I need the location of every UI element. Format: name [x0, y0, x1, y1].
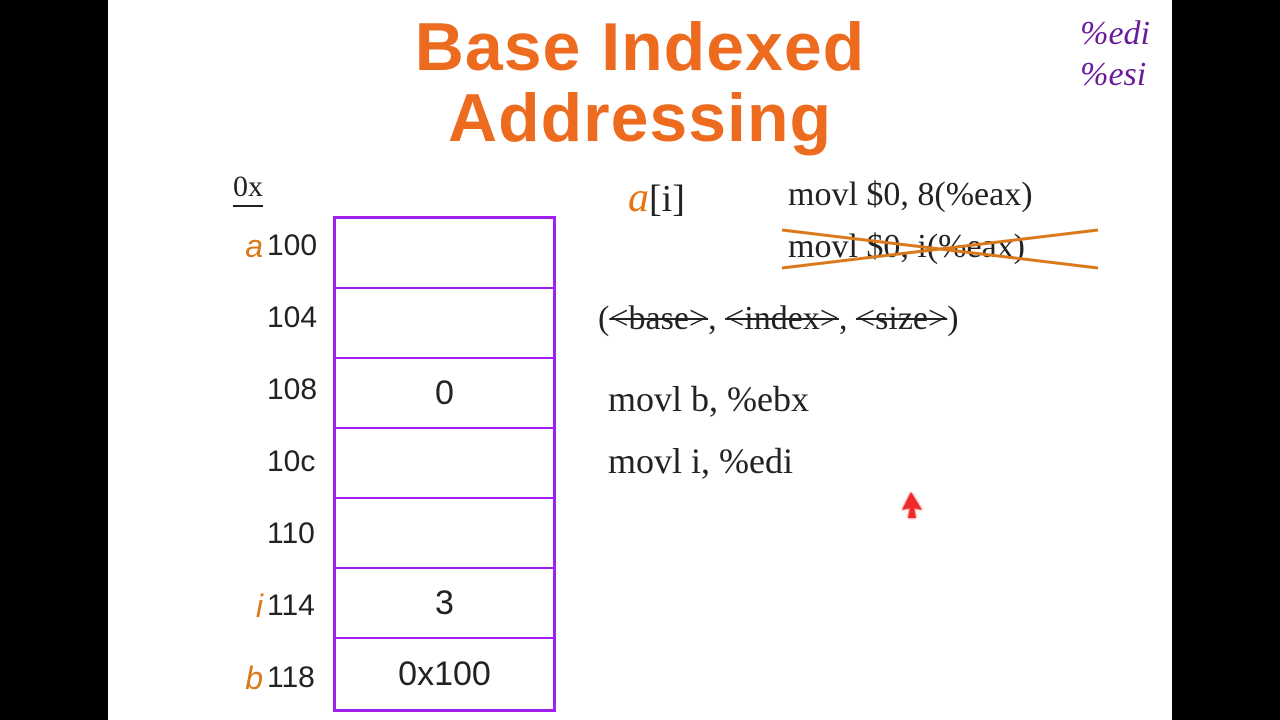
sep2: , [839, 300, 856, 337]
addr-val-10c: 10c [267, 445, 327, 479]
top-right-registers: %edi %esi [1080, 14, 1150, 96]
title-line-2: Addressing [415, 83, 865, 154]
array-bracket: [i] [649, 178, 685, 220]
addr-label-a: a [228, 228, 263, 265]
addr-val-100: 100 [267, 229, 327, 263]
mem-cell-3 [336, 429, 553, 499]
addr-row-5: i 114 [228, 570, 327, 642]
size-placeholder: <size> [856, 300, 947, 337]
mem-cell-1 [336, 289, 553, 359]
addr-val-114: 114 [267, 589, 327, 623]
addr-row-1: 104 [228, 282, 327, 354]
addr-val-110: 110 [267, 517, 327, 551]
mem-cell-6: 0x100 [336, 639, 553, 709]
addr-row-2: 108 [228, 354, 327, 426]
addr-row-4: 110 [228, 498, 327, 570]
addr-val-104: 104 [267, 301, 327, 335]
mem-cell-4 [336, 499, 553, 569]
addr-label-b: b [228, 660, 263, 697]
strikethrough-x-icon [780, 224, 1110, 274]
mem-cell-0 [336, 219, 553, 289]
syntax-template: (<base>, <index>, <size>) [598, 300, 959, 338]
address-column: a 100 104 108 10c 110 i 114 b 118 [228, 210, 327, 714]
note-esi: %esi [1080, 55, 1150, 96]
cursor-arrow-icon [898, 490, 924, 520]
code-line-5: movl i, %edi [608, 440, 793, 482]
index-placeholder: <index> [725, 300, 839, 337]
code-line-1: movl $0, 8(%eax) [788, 176, 1033, 214]
mem-cell-5: 3 [336, 569, 553, 639]
title-line-1: Base Indexed [415, 12, 865, 83]
addr-val-118: 118 [267, 661, 327, 695]
addr-row-0: a 100 [228, 210, 327, 282]
addr-row-6: b 118 [228, 642, 327, 714]
address-column-header: 0x [233, 170, 263, 207]
slide-title: Base Indexed Addressing [415, 12, 865, 155]
array-index-expr: a[i] [628, 174, 685, 222]
memory-table: 0 3 0x100 [333, 216, 556, 712]
addr-label-i: i [228, 588, 263, 625]
addr-val-108: 108 [267, 373, 327, 407]
addr-row-3: 10c [228, 426, 327, 498]
code-line-4: movl b, %ebx [608, 378, 809, 420]
whiteboard: Base Indexed Addressing %edi %esi 0x a 1… [108, 0, 1172, 720]
sep1: , [708, 300, 725, 337]
note-edi: %edi [1080, 14, 1150, 55]
array-name-a: a [628, 175, 649, 221]
mem-cell-2: 0 [336, 359, 553, 429]
paren-close: ) [947, 300, 958, 337]
base-placeholder: <base> [609, 300, 708, 337]
paren-open: ( [598, 300, 609, 337]
